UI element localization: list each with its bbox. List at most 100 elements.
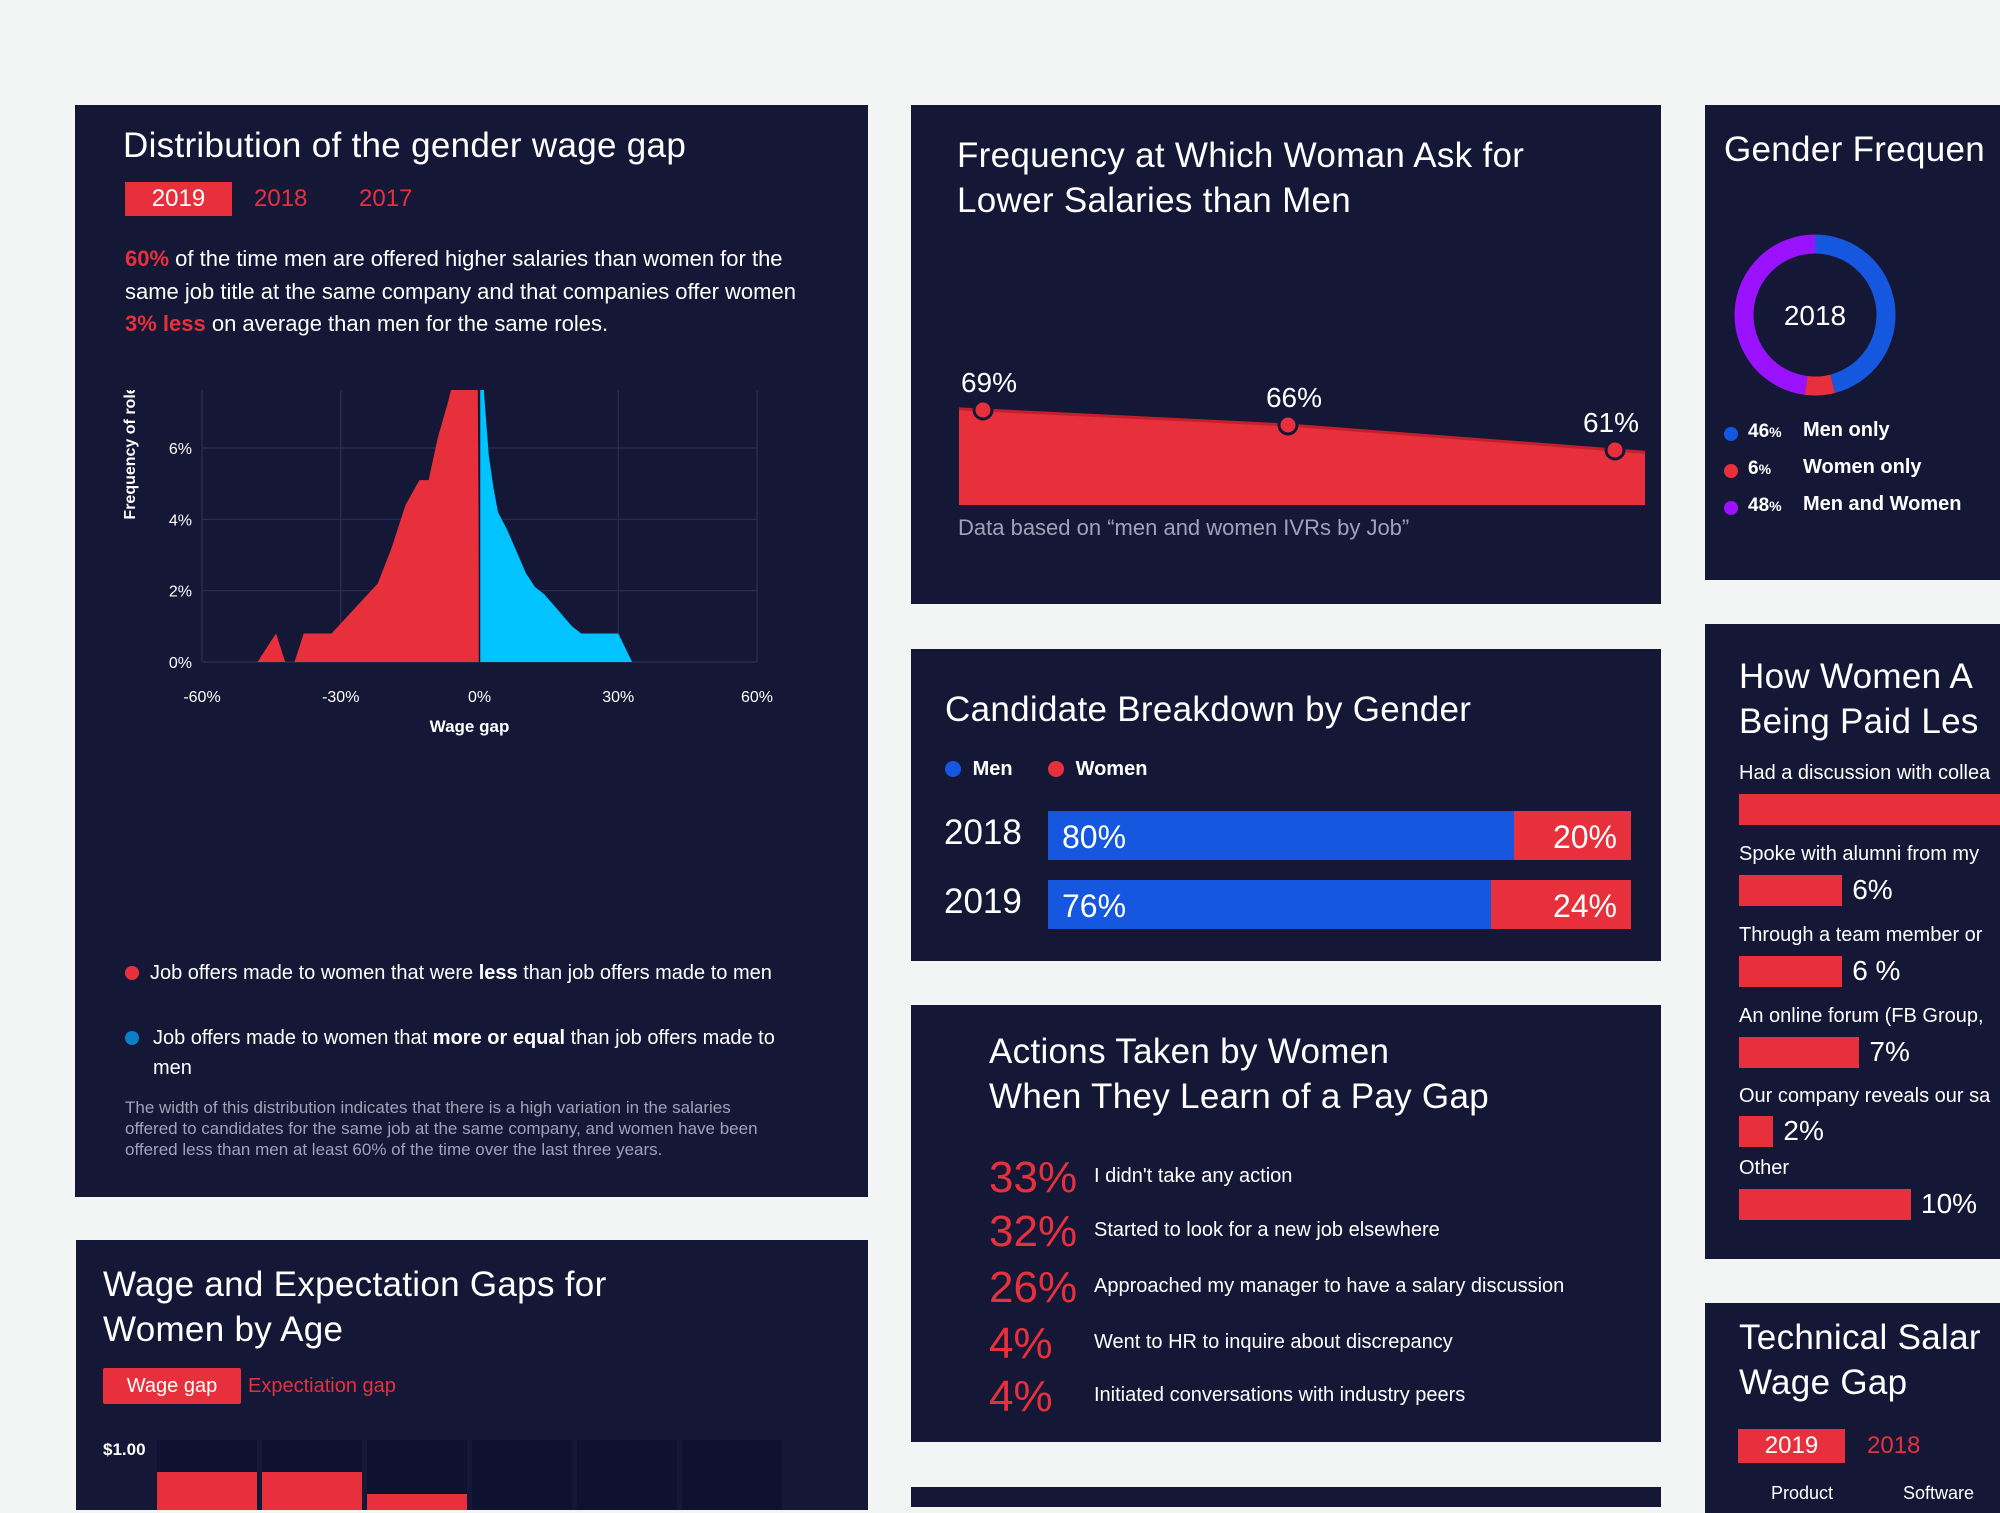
actions-card: Actions Taken by Women When They Learn o… <box>911 1005 1661 1442</box>
how-title-line-2: Being Paid Les <box>1739 702 1979 741</box>
how-item-bar <box>1739 875 1843 906</box>
x-axis-label: Wage gap <box>430 717 510 736</box>
donut-slice <box>1734 234 1816 395</box>
legend-pct-unit: % <box>1758 461 1772 477</box>
data-point-marker <box>1277 414 1299 436</box>
distribution-area-less <box>202 390 480 662</box>
legend-dot-icon <box>1724 464 1738 478</box>
legend-men: Men <box>945 758 1013 781</box>
action-label: I didn't take any action <box>1094 1165 1293 1187</box>
how-item-value: 10% <box>1921 1188 1978 1219</box>
bar-men-label: 80% <box>1062 819 1127 855</box>
age-title-line-1: Wage and Expectation Gaps for <box>103 1265 607 1304</box>
legend-label: Men only <box>1803 419 1890 441</box>
red-dot-icon <box>125 966 139 980</box>
freq-title: Frequency at Which Woman Ask for Lower S… <box>957 136 1525 220</box>
how-item-bar <box>1739 1037 1860 1068</box>
bar-women: 20% <box>1514 811 1631 860</box>
dist-tab-2017[interactable]: 2017 <box>359 185 413 212</box>
legend-pct: 46% <box>1748 421 1782 442</box>
y-tick-label: 4% <box>169 512 192 529</box>
action-item: 33% I didn't take any action <box>989 1152 1609 1204</box>
dist-footnote: The width of this distribution indicates… <box>125 1098 758 1159</box>
x-tick-label: 60% <box>741 689 773 706</box>
how-item-bar <box>1739 1189 1911 1220</box>
bar-men: 80% <box>1048 811 1515 860</box>
donut-slice <box>1814 234 1896 393</box>
wage-gap-distribution-chart: 0%2%4%6%8%10%12%-60%-30%0%30%60%Wage gap… <box>122 390 773 736</box>
action-pct: 26% <box>989 1263 1078 1312</box>
legend-label: Men and Women <box>1803 493 1962 515</box>
action-item: 4% Initiated conversations with industry … <box>989 1371 1609 1423</box>
distribution-area-more <box>479 390 757 662</box>
data-label: 66% <box>1266 382 1322 413</box>
tech-tab-2018[interactable]: 2018 <box>1867 1432 1921 1459</box>
actions-title-line-1: Actions Taken by Women <box>989 1032 1390 1071</box>
bar-women-label: 24% <box>1552 888 1617 924</box>
actions-title-line-2: When They Learn of a Pay Gap <box>989 1077 1489 1116</box>
y-tick-label: 0% <box>169 655 192 672</box>
freq-note: Data based on “men and women IVRs by Job… <box>958 515 1410 540</box>
x-tick-label: 30% <box>602 689 634 706</box>
age-card: Wage and Expectation Gaps for Women by A… <box>76 1240 868 1510</box>
tech-col-software: Software <box>1903 1483 1975 1503</box>
age-bar <box>262 1472 362 1510</box>
tech-title-line-2: Wage Gap <box>1739 1363 1908 1402</box>
how-title-line-1: How Women A <box>1739 657 1974 696</box>
y-tick-label: 6% <box>169 441 192 458</box>
action-pct: 33% <box>989 1153 1078 1202</box>
age-col-bg <box>577 1440 677 1510</box>
gender-title: Gender Frequen <box>1724 130 1986 169</box>
legend-pct-unit: % <box>1769 424 1782 440</box>
cand-card: Candidate Breakdown by Gender Men Women … <box>911 649 1661 961</box>
age-title-line-2: Women by Age <box>103 1310 344 1349</box>
bar-men-label: 76% <box>1062 888 1127 924</box>
bar-women-label: 20% <box>1552 819 1617 855</box>
how-item-label: An online forum (FB Group, <box>1739 1005 1984 1027</box>
hidden-card <box>911 1487 1661 1507</box>
age-bar <box>367 1494 467 1510</box>
tab-wage-gap[interactable]: Wage gap <box>103 1368 241 1404</box>
freq-card: Frequency at Which Woman Ask for Lower S… <box>911 105 1661 604</box>
gender-frequency-donut: 2018 <box>1734 234 1896 396</box>
action-item: 26% Approached my manager to have a salar… <box>989 1262 1609 1314</box>
gender-legend-item: 6% Women only <box>1724 456 2000 486</box>
legend-pct: 6% <box>1748 458 1772 479</box>
dist-summary: 60% of the time men are offered higher s… <box>125 243 825 341</box>
tech-tab-2019[interactable]: 2019 <box>1738 1429 1845 1463</box>
x-tick-label: -60% <box>183 689 220 706</box>
ask-lower-area <box>959 408 1645 505</box>
legend-label: Women only <box>1803 456 1922 478</box>
action-item: 4% Went to HR to inquire about discrepanc… <box>989 1318 1609 1370</box>
action-label: Approached my manager to have a salary d… <box>1094 1275 1565 1297</box>
how-item-bar <box>1739 794 2000 825</box>
donut-center-label: 2018 <box>1784 300 1846 331</box>
tech-col-product: Product <box>1771 1483 1834 1503</box>
x-tick-label: 0% <box>468 689 491 706</box>
action-pct: 4% <box>989 1372 1053 1421</box>
women-dot-icon <box>1048 761 1064 777</box>
legend-women: Women <box>1048 758 1147 781</box>
how-item-value: 2% <box>1783 1115 1824 1146</box>
gender-legend-item: 46% Men only <box>1724 419 2000 449</box>
gender-legend-item: 48% Men and Women <box>1724 493 2000 523</box>
y-tick-label: 2% <box>169 584 192 601</box>
how-card: How Women A Being Paid Les Had a discuss… <box>1705 624 2000 1259</box>
y-axis-label: Frequency of roles <box>122 390 139 520</box>
donut-slice <box>1804 374 1836 396</box>
action-label: Initiated conversations with industry pe… <box>1094 1384 1466 1406</box>
tab-expectation-gap[interactable]: Expectiation gap <box>248 1375 396 1397</box>
row-year: 2019 <box>944 882 1022 921</box>
dist-tab-2018[interactable]: 2018 <box>254 185 308 212</box>
age-bar <box>157 1472 257 1510</box>
dist-card: Distribution of the gender wage gap 2019… <box>75 105 868 1197</box>
action-pct: 32% <box>989 1207 1078 1256</box>
dist-tab-2019[interactable]: 2019 <box>125 182 232 216</box>
data-point-marker <box>972 399 994 421</box>
how-item-value: 6 % <box>1852 955 1901 986</box>
ask-lower-salaries-chart: 69%201766%201861%2019 <box>958 367 1646 505</box>
tech-title-line-1: Technical Salar <box>1739 1318 1981 1357</box>
tech-card: Technical Salar Wage Gap 2019 2018 Produ… <box>1705 1303 2000 1513</box>
dist-summary-text-1: of the time men are offered higher salar… <box>125 246 796 304</box>
how-item-bar <box>1739 1116 1774 1147</box>
